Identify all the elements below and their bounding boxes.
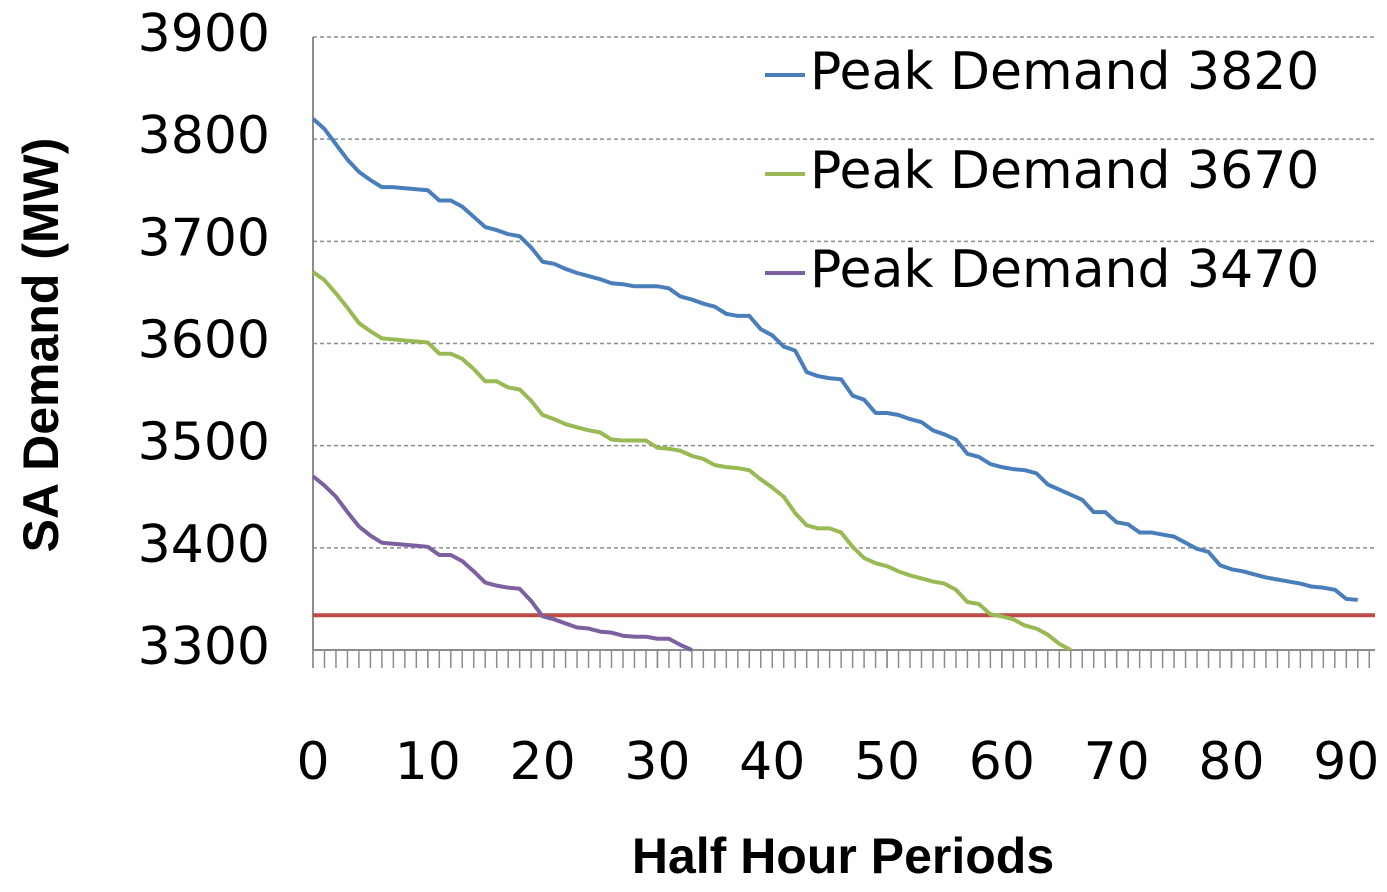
legend-label: Peak Demand 3470 [810, 240, 1319, 300]
x-tick-label: 40 [739, 732, 805, 792]
x-axis-title: Half Hour Periods [632, 828, 1054, 884]
series-line [311, 474, 693, 652]
x-tick-label: 80 [1198, 732, 1264, 792]
series-line [311, 270, 1072, 652]
y-axis-title: SA Demand (MW) [13, 138, 69, 553]
y-tick-label: 3800 [138, 106, 270, 166]
x-tick-label: 90 [1313, 732, 1379, 792]
x-tick-label: 0 [296, 732, 329, 792]
series-line [311, 117, 1358, 602]
y-tick-label: 3300 [138, 617, 270, 677]
legend-label: Peak Demand 3820 [810, 42, 1319, 102]
y-tick-label: 3500 [138, 413, 270, 473]
x-tick-label: 10 [395, 732, 461, 792]
x-tick-label: 60 [969, 732, 1035, 792]
y-tick-label: 3400 [138, 515, 270, 575]
x-tick-label: 50 [854, 732, 920, 792]
x-tick-label: 30 [624, 732, 690, 792]
y-tick-label: 3700 [138, 208, 270, 268]
legend-label: Peak Demand 3670 [810, 141, 1319, 201]
x-tick-label: 20 [510, 732, 576, 792]
x-tick-label: 70 [1084, 732, 1150, 792]
y-tick-label: 3900 [138, 4, 270, 64]
y-tick-label: 3600 [138, 311, 270, 371]
